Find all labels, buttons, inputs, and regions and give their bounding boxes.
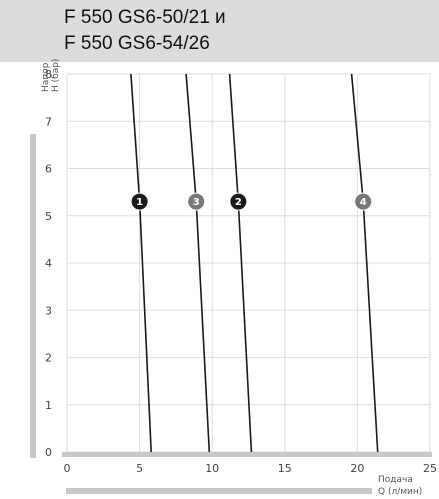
curve-marker-label-2: 2 (235, 197, 242, 208)
axis-ticks: 0 1 2 3 4 5 6 7 8 0 5 10 15 20 25 (45, 68, 437, 475)
x-tick-label-1: 5 (136, 462, 143, 475)
curve-marker-label-4: 4 (360, 197, 367, 208)
curve-marker-label-3: 3 (193, 197, 200, 208)
curve-markers: 1 3 2 4 (130, 192, 373, 211)
y-tick-label-4: 4 (45, 257, 52, 270)
x-axis-band (62, 452, 432, 457)
x-axis-label-line-1: Подача (378, 475, 413, 485)
curve-marker-4 (354, 192, 373, 211)
curve-marker-1 (130, 192, 149, 211)
x-tick-label-5: 25 (423, 462, 437, 475)
y-axis-band (30, 134, 36, 458)
y-tick-label-0: 0 (45, 446, 52, 459)
chart-title-line-1: F 550 GS6-50/21 и (64, 7, 226, 28)
y-tick-label-1: 1 (45, 399, 52, 412)
y-tick-label-7: 7 (45, 115, 52, 128)
y-axis-label-line-1: Напор (41, 62, 51, 92)
y-tick-label-2: 2 (45, 352, 52, 365)
x-tick-label-3: 15 (278, 462, 292, 475)
y-axis-label-line-2: H (бар) (51, 59, 61, 92)
x-tick-label-2: 10 (205, 462, 219, 475)
y-tick-label-5: 5 (45, 210, 52, 223)
x-tick-label-4: 20 (350, 462, 364, 475)
y-tick-label-6: 6 (45, 163, 52, 176)
title-band (0, 0, 439, 62)
x-tick-label-0: 0 (64, 462, 71, 475)
y-tick-label-8: 8 (45, 68, 52, 81)
y-tick-label-3: 3 (45, 304, 52, 317)
x-axis-label-line-2: Q (л/мин) (378, 487, 422, 497)
curve-marker-label-1: 1 (136, 197, 143, 208)
x-axis-lower-band (66, 488, 372, 494)
chart-title-line-2: F 550 GS6-54/26 (64, 33, 210, 54)
curve-marker-2 (229, 192, 248, 211)
curve-marker-3 (187, 192, 206, 211)
axis-bands (30, 134, 432, 494)
